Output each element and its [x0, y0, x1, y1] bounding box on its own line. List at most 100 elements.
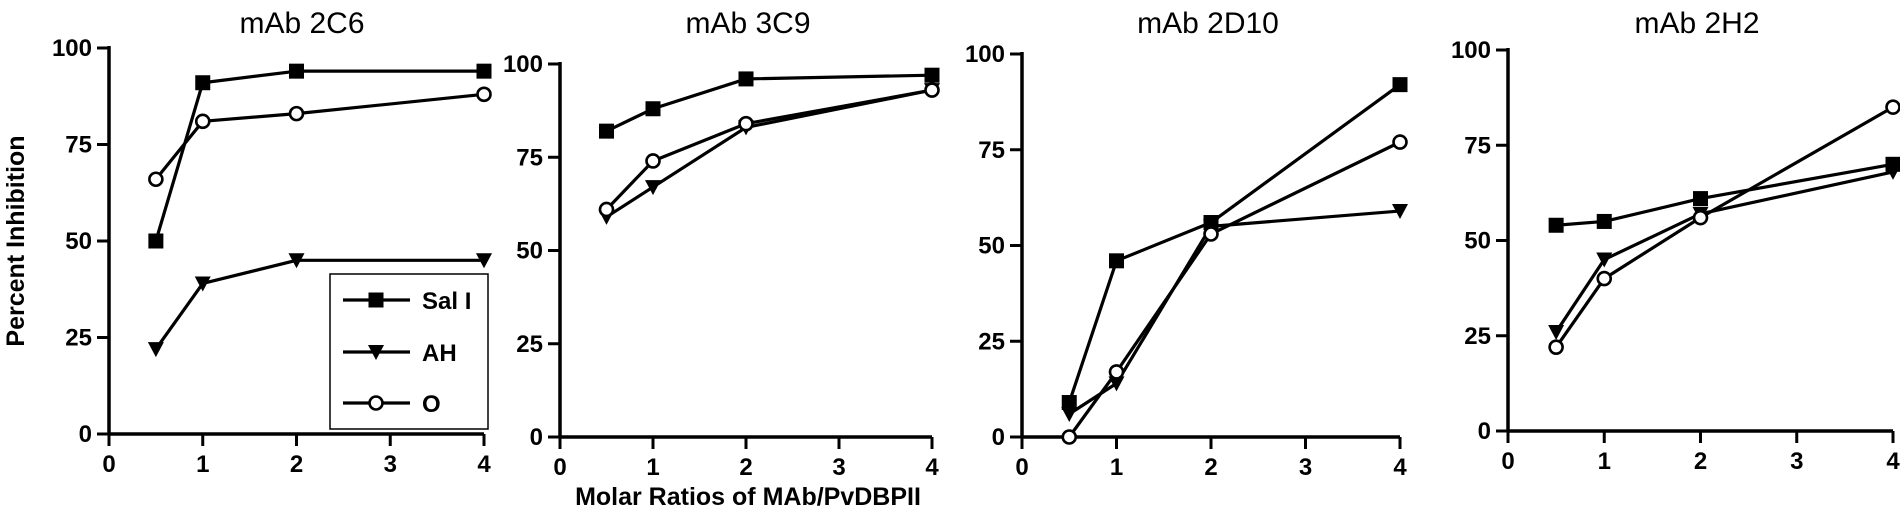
series-line — [156, 94, 484, 179]
legend-marker — [370, 397, 383, 410]
data-point — [149, 173, 162, 186]
data-point — [290, 107, 303, 120]
chart-panel-3: mAb 2D10 0 25 50 75 100 0 1 2 3 4 — [965, 7, 1408, 481]
series-sal-i — [599, 68, 940, 139]
y-tick-label: 50 — [516, 238, 543, 265]
data-point — [646, 101, 661, 116]
panel-title: mAb 2H2 — [1634, 7, 1759, 40]
x-tick-label: 2 — [1694, 448, 1707, 475]
data-point — [289, 64, 304, 79]
series-o — [149, 88, 490, 186]
x-tick-label: 2 — [290, 451, 303, 478]
data-point — [645, 180, 661, 195]
x-tick-label: 3 — [832, 454, 845, 481]
x-tick-label: 0 — [102, 451, 115, 478]
x-tick-label: 1 — [1110, 454, 1123, 481]
legend-marker — [369, 293, 384, 308]
data-point — [740, 117, 753, 130]
data-point — [1063, 431, 1076, 444]
series-sal-i — [148, 64, 491, 249]
series-line — [1069, 85, 1400, 403]
series-ah — [1061, 204, 1408, 422]
data-point — [195, 75, 210, 90]
y-tick-label: 0 — [992, 424, 1005, 451]
data-point — [1393, 77, 1408, 92]
data-point — [1887, 101, 1900, 114]
data-point — [599, 124, 614, 139]
series-line — [1069, 142, 1400, 437]
y-tick-label: 0 — [79, 421, 92, 448]
data-point — [1694, 211, 1707, 224]
data-point — [739, 71, 754, 86]
chart-panel-4: mAb 2H2 0 25 50 75 100 0 1 2 3 4 — [1451, 7, 1900, 475]
panel-title: mAb 2C6 — [239, 7, 364, 40]
y-tick-label: 0 — [1478, 418, 1491, 445]
x-tick-label: 4 — [1393, 454, 1407, 481]
data-point — [1550, 341, 1563, 354]
x-tick-label: 3 — [1790, 448, 1803, 475]
data-point — [1109, 253, 1124, 268]
data-point — [600, 203, 613, 216]
y-tick-label: 75 — [516, 144, 543, 171]
y-tick-label: 25 — [65, 325, 92, 352]
x-tick-label: 4 — [1886, 448, 1900, 475]
data-point — [148, 234, 163, 249]
data-point — [148, 342, 164, 357]
y-tick-label: 25 — [516, 331, 543, 358]
y-tick-label: 50 — [1464, 228, 1491, 255]
x-tick-label: 2 — [739, 454, 752, 481]
x-tick-label: 3 — [1299, 454, 1312, 481]
panel-title: mAb 3C9 — [685, 7, 810, 40]
legend: Sal I AH O — [330, 274, 488, 429]
series-o — [1063, 136, 1407, 444]
x-tick-label: 4 — [925, 454, 939, 481]
y-tick-label: 100 — [52, 35, 92, 62]
data-point — [1394, 136, 1407, 149]
y-tick-label: 75 — [65, 132, 92, 159]
y-tick-label: 100 — [1451, 37, 1491, 64]
data-point — [926, 84, 939, 97]
y-tick-label: 50 — [65, 228, 92, 255]
y-tick-label: 0 — [530, 424, 543, 451]
x-tick-label: 1 — [1598, 448, 1611, 475]
y-tick-label: 25 — [1464, 323, 1491, 350]
series-sal-i — [1549, 157, 1900, 233]
y-tick-label: 100 — [965, 41, 1005, 68]
data-point — [1061, 407, 1077, 422]
y-tick-label: 75 — [978, 137, 1005, 164]
data-point — [196, 115, 209, 128]
y-tick-label: 75 — [1464, 132, 1491, 159]
y-tick-label: 100 — [503, 51, 543, 78]
x-tick-label: 1 — [646, 454, 659, 481]
x-tick-label: 0 — [1015, 454, 1028, 481]
y-tick-label: 50 — [978, 233, 1005, 260]
data-point — [1597, 214, 1612, 229]
data-point — [1693, 191, 1708, 206]
series-sal-i — [1062, 77, 1408, 410]
x-tick-label: 1 — [196, 451, 209, 478]
y-axis-label: Percent Inhibition — [2, 135, 30, 346]
data-point — [1110, 365, 1123, 378]
x-tick-label: 4 — [477, 451, 491, 478]
data-point — [925, 68, 940, 83]
x-tick-label: 0 — [1501, 448, 1514, 475]
data-point — [478, 88, 491, 101]
data-point — [1549, 218, 1564, 233]
data-point — [477, 64, 492, 79]
x-tick-label: 3 — [384, 451, 397, 478]
data-point — [647, 154, 660, 167]
data-point — [1598, 272, 1611, 285]
data-point — [1205, 228, 1218, 241]
x-tick-label: 2 — [1204, 454, 1217, 481]
series-ah — [1548, 165, 1900, 340]
x-axis-label: Molar Ratios of MAb/PvDBPII — [575, 483, 921, 511]
y-tick-label: 25 — [978, 328, 1005, 355]
panel-title: mAb 2D10 — [1137, 7, 1279, 40]
legend-label: AH — [422, 340, 457, 367]
legend-label: Sal I — [422, 288, 471, 315]
x-tick-label: 0 — [553, 454, 566, 481]
legend-label: O — [422, 391, 441, 418]
